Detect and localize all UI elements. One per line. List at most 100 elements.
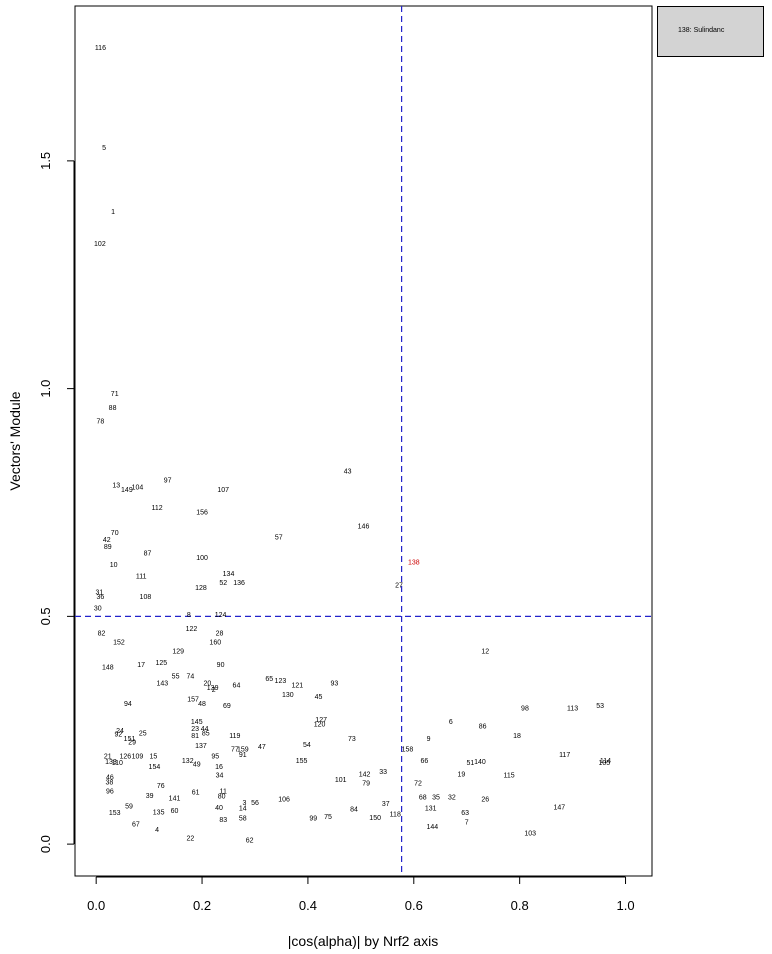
point-label: 42 (103, 537, 111, 544)
x-tick-label: 0.6 (405, 898, 423, 913)
point-label: 133 (105, 759, 117, 766)
point-label: 58 (239, 816, 247, 823)
point-label: 1 (111, 209, 115, 216)
point-label: 45 (315, 694, 323, 701)
point-label: 89 (104, 544, 112, 551)
point-label: 156 (196, 510, 208, 517)
point-label: 86 (479, 724, 487, 731)
point-label: 94 (124, 701, 132, 708)
point-label: 56 (251, 800, 259, 807)
point-label: 150 (369, 815, 381, 822)
point-label: 73 (348, 736, 356, 743)
point-label: 100 (196, 555, 208, 562)
point-label: 14 (239, 806, 247, 813)
point-label: 120 (314, 721, 326, 728)
point-label: 3 (242, 800, 246, 807)
point-label: 155 (296, 758, 308, 765)
legend: 138: Sulindanc (657, 6, 764, 57)
point-label: 13 (112, 482, 120, 489)
y-tick-label: 0.5 (38, 607, 53, 625)
point-label: 117 (559, 752, 570, 759)
point-label: 119 (229, 733, 240, 740)
point-label: 140 (474, 759, 486, 766)
point-label: 118 (390, 812, 401, 819)
x-tick-label: 0.4 (299, 898, 317, 913)
point-label: 136 (233, 580, 245, 587)
point-label: 127 (315, 717, 327, 724)
point-label: 46 (106, 775, 114, 782)
point-label: 17 (137, 662, 145, 669)
point-label: 134 (223, 571, 235, 578)
point-label: 40 (215, 805, 223, 812)
point-label: 151 (124, 736, 136, 743)
point-label: 32 (448, 794, 456, 801)
point-label: 90 (217, 662, 225, 669)
point-label: 11 (220, 788, 227, 795)
point-label: 131 (425, 806, 437, 813)
point-label: 88 (109, 405, 117, 412)
point-label: 68 (419, 794, 427, 801)
point-label: 104 (132, 485, 144, 492)
point-label: 25 (139, 731, 147, 738)
point-label: 21 (104, 753, 112, 760)
point-label: 12 (481, 649, 489, 656)
point-label: 7 (465, 819, 469, 826)
point-label: 38 (106, 779, 114, 786)
point-label: 126 (119, 753, 131, 760)
point-label: 114 (600, 758, 611, 765)
point-label: 147 (554, 804, 566, 811)
y-tick-label: 0.0 (38, 835, 53, 853)
legend-entry: 138: Sulindanc (678, 27, 725, 34)
point-label: 146 (358, 523, 370, 530)
point-label: 15 (149, 753, 157, 760)
point-label: 77 (231, 746, 239, 753)
point-label: 39 (146, 793, 154, 800)
point-label: 37 (382, 801, 390, 808)
point-label: 20 (203, 680, 211, 687)
point-label: 148 (102, 664, 114, 671)
point-label: 44 (201, 726, 209, 733)
point-label: 141 (169, 796, 181, 803)
highlighted-point-label: 138 (408, 560, 420, 567)
point-label: 48 (198, 701, 206, 708)
point-label: 8 (187, 612, 191, 619)
point-label: 26 (481, 797, 489, 804)
point-label: 105 (599, 760, 611, 767)
point-label: 107 (217, 487, 229, 494)
point-label: 145 (191, 719, 203, 726)
point-label: 102 (94, 241, 106, 248)
point-label: 139 (207, 685, 219, 692)
point-label: 10 (110, 562, 118, 569)
point-label: 122 (186, 626, 198, 633)
point-label: 108 (140, 594, 152, 601)
point-label: 31 (95, 589, 103, 596)
point-label: 110 (112, 760, 123, 767)
point-label: 154 (149, 764, 161, 771)
point-label: 144 (426, 824, 438, 831)
x-tick-label: 0.2 (193, 898, 211, 913)
point-label: 72 (414, 781, 422, 788)
point-label: 112 (151, 505, 162, 512)
point-label: 128 (195, 585, 207, 592)
y-tick-label: 1.5 (38, 152, 53, 170)
point-label: 132 (182, 758, 194, 765)
point-label: 54 (303, 742, 311, 749)
point-label: 109 (132, 753, 144, 760)
point-label: 65 (265, 676, 273, 683)
point-label: 80 (218, 793, 226, 800)
point-label: 106 (278, 797, 290, 804)
point-label: 93 (330, 680, 338, 687)
point-label: 153 (109, 810, 121, 817)
point-label: 70 (111, 530, 119, 537)
point-label: 16 (215, 764, 223, 771)
plot-frame (74, 5, 653, 877)
point-label: 116 (95, 45, 106, 52)
point-label: 121 (291, 683, 303, 690)
point-label: 157 (187, 696, 199, 703)
point-label: 71 (111, 391, 119, 398)
point-label: 129 (172, 649, 184, 656)
point-label: 60 (171, 808, 179, 815)
point-label: 76 (157, 783, 165, 790)
